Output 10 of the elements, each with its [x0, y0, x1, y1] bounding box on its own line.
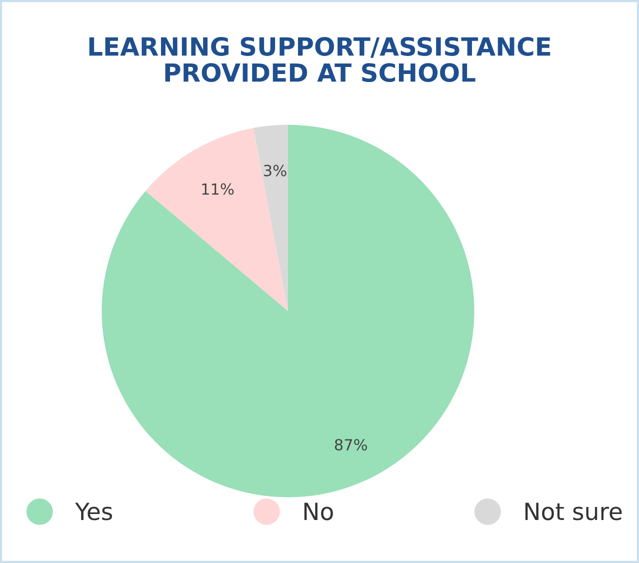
pie-slice	[146, 128, 288, 311]
chart-title: LEARNING SUPPORT/ASSISTANCE PROVIDED AT SCHOOL	[89, 37, 550, 82]
pie-slice	[253, 124, 288, 311]
data-label: 11%	[202, 183, 234, 195]
data-label: 87%	[334, 438, 367, 451]
legend-label: Yes	[75, 502, 112, 520]
pie-slice	[102, 124, 474, 498]
legend-label: Not sure	[525, 502, 622, 520]
legend-label: No	[304, 502, 333, 520]
data-label: 3%	[264, 164, 286, 176]
